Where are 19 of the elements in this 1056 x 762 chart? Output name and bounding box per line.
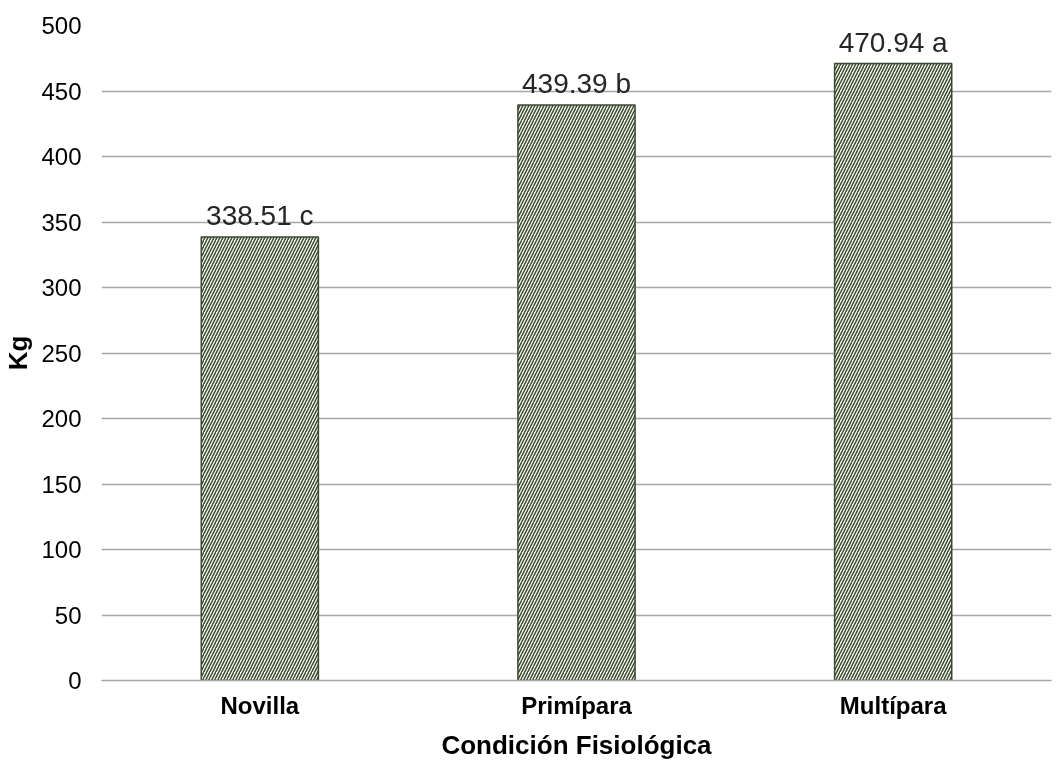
data-label: 338.51 c [206, 200, 314, 232]
x-tick-label: Novilla [220, 691, 300, 719]
y-tick-label: 350 [41, 208, 82, 236]
x-tick-label: Multípara [839, 691, 948, 719]
y-tick-label: 400 [41, 143, 82, 170]
y-tick-label: 150 [41, 470, 82, 498]
y-tick-label: 250 [41, 339, 82, 367]
y-axis-title: Kg [3, 335, 34, 371]
y-tick-label: 200 [41, 405, 82, 432]
x-tick-label: Primípara [521, 691, 633, 719]
y-tick-label: 100 [41, 536, 82, 563]
y-tick-label: 0 [68, 667, 82, 694]
data-label: 439.39 b [522, 67, 631, 99]
x-axis-title: Condición Fisiológica [441, 729, 713, 760]
y-tick-label: 300 [41, 274, 82, 301]
y-tick-label: 450 [41, 77, 82, 105]
data-label: 470.94 a [838, 26, 949, 58]
y-tick-label: 500 [41, 12, 82, 39]
y-tick-label: 50 [54, 601, 82, 629]
